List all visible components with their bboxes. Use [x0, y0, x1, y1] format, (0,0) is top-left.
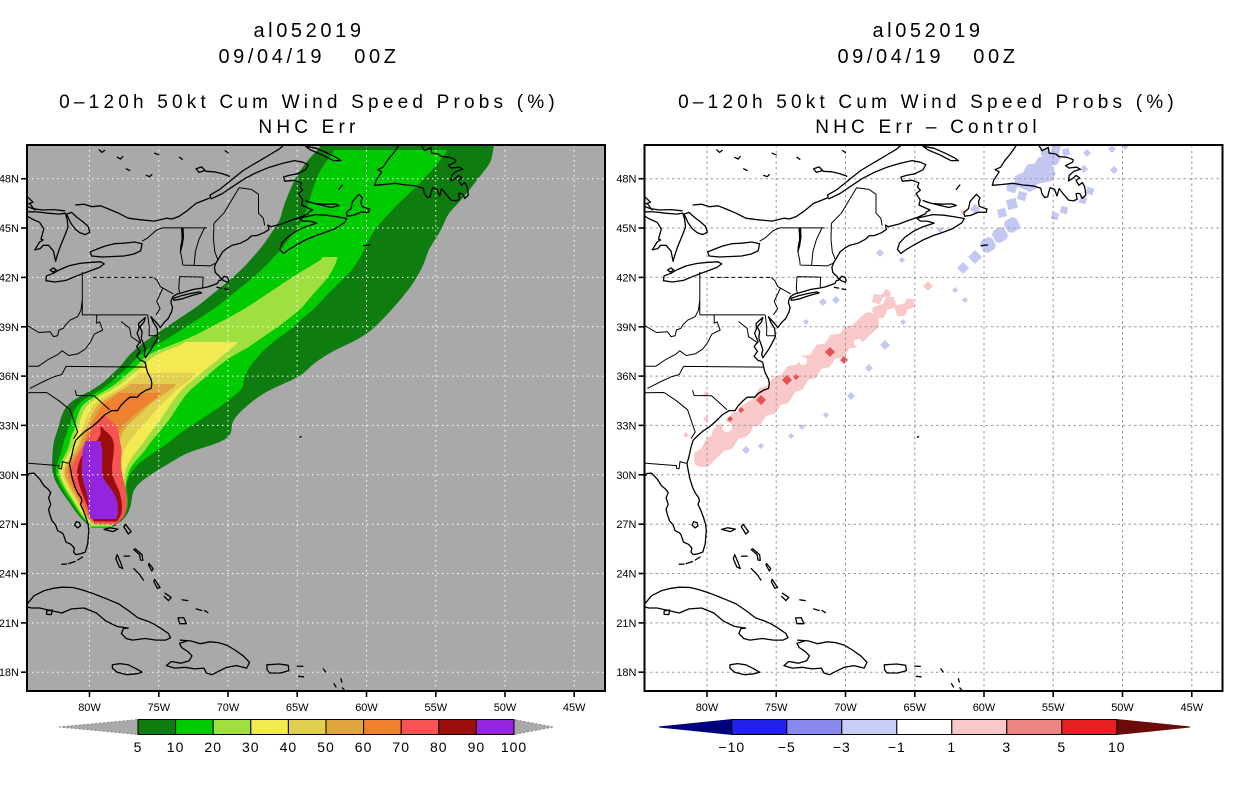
svg-text:75W: 75W: [147, 702, 170, 714]
svg-text:45N: 45N: [616, 223, 636, 235]
svg-text:−10: −10: [718, 739, 745, 755]
svg-text:40: 40: [280, 739, 298, 755]
svg-text:55W: 55W: [424, 702, 447, 714]
svg-text:3: 3: [1002, 739, 1011, 755]
svg-text:27N: 27N: [616, 519, 636, 531]
svg-text:50W: 50W: [494, 702, 517, 714]
svg-text:1: 1: [947, 739, 956, 755]
svg-text:36N: 36N: [616, 371, 636, 383]
svg-text:09/04/19 00Z: 09/04/19 00Z: [837, 46, 1018, 68]
svg-text:30: 30: [242, 739, 260, 755]
svg-text:45W: 45W: [1180, 702, 1203, 714]
svg-text:80: 80: [430, 739, 448, 755]
svg-text:70: 70: [392, 739, 410, 755]
svg-text:36N: 36N: [0, 371, 19, 383]
svg-text:0–120h 50kt Cum Wind Speed Pro: 0–120h 50kt Cum Wind Speed Probs (%): [678, 92, 1178, 113]
svg-text:100: 100: [501, 739, 527, 755]
svg-text:24N: 24N: [616, 569, 636, 581]
svg-text:45W: 45W: [563, 702, 586, 714]
svg-text:90: 90: [468, 739, 486, 755]
svg-text:65W: 65W: [286, 702, 309, 714]
svg-text:70W: 70W: [834, 702, 857, 714]
svg-text:10: 10: [167, 739, 185, 755]
svg-text:0–120h 50kt Cum Wind Speed Pro: 0–120h 50kt Cum Wind Speed Probs (%): [59, 92, 559, 113]
svg-text:−1: −1: [888, 739, 906, 755]
svg-text:45N: 45N: [0, 223, 19, 235]
svg-text:−5: −5: [778, 739, 796, 755]
svg-text:al052019: al052019: [253, 20, 364, 42]
svg-text:33N: 33N: [616, 420, 636, 432]
svg-text:−3: −3: [833, 739, 851, 755]
svg-text:55W: 55W: [1042, 702, 1065, 714]
svg-text:NHC Err: NHC Err: [258, 117, 359, 138]
svg-text:20: 20: [204, 739, 222, 755]
svg-text:09/04/19 00Z: 09/04/19 00Z: [218, 46, 399, 68]
svg-text:10: 10: [1108, 739, 1126, 755]
svg-text:50W: 50W: [1111, 702, 1134, 714]
svg-text:42N: 42N: [616, 272, 636, 284]
svg-text:27N: 27N: [0, 519, 19, 531]
svg-text:60W: 60W: [973, 702, 996, 714]
svg-text:21N: 21N: [0, 618, 19, 630]
svg-text:33N: 33N: [0, 420, 19, 432]
svg-text:65W: 65W: [903, 702, 926, 714]
svg-text:al052019: al052019: [872, 20, 983, 42]
svg-text:NHC Err – Control: NHC Err – Control: [815, 117, 1041, 138]
svg-text:80W: 80W: [696, 702, 719, 714]
svg-text:39N: 39N: [0, 322, 19, 334]
svg-text:42N: 42N: [0, 272, 19, 284]
svg-text:75W: 75W: [765, 702, 788, 714]
svg-text:48N: 48N: [0, 174, 19, 186]
svg-text:24N: 24N: [0, 569, 19, 581]
svg-text:48N: 48N: [616, 174, 636, 186]
svg-text:80W: 80W: [78, 702, 101, 714]
svg-text:39N: 39N: [616, 322, 636, 334]
svg-text:70W: 70W: [217, 702, 240, 714]
svg-text:18N: 18N: [0, 667, 19, 679]
svg-text:21N: 21N: [616, 618, 636, 630]
svg-text:60W: 60W: [355, 702, 378, 714]
svg-text:18N: 18N: [616, 667, 636, 679]
svg-text:5: 5: [1057, 739, 1066, 755]
svg-text:50: 50: [317, 739, 335, 755]
svg-text:60: 60: [355, 739, 373, 755]
svg-text:30N: 30N: [0, 470, 19, 482]
svg-text:30N: 30N: [616, 470, 636, 482]
svg-text:5: 5: [134, 739, 143, 755]
